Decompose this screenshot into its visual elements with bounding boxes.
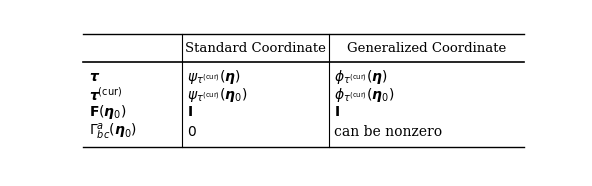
Text: $\phi_{\tau^{(\mathrm{cur})}}(\boldsymbol{\eta})$: $\phi_{\tau^{(\mathrm{cur})}}(\boldsymbo… <box>334 68 388 86</box>
Text: can be nonzero: can be nonzero <box>334 125 442 139</box>
Text: $\mathbf{F}(\boldsymbol{\eta}_0)$: $\mathbf{F}(\boldsymbol{\eta}_0)$ <box>89 103 126 121</box>
Text: $\phi_{\tau^{(\mathrm{cur})}}(\boldsymbol{\eta}_0)$: $\phi_{\tau^{(\mathrm{cur})}}(\boldsymbo… <box>334 86 395 104</box>
Text: $\mathbf{I}$: $\mathbf{I}$ <box>334 105 340 119</box>
Text: $\boldsymbol{\tau}$: $\boldsymbol{\tau}$ <box>89 70 100 84</box>
Text: $\psi_{\tau^{(\mathrm{cur})}}(\boldsymbol{\eta}_0)$: $\psi_{\tau^{(\mathrm{cur})}}(\boldsymbo… <box>187 86 248 104</box>
Text: Generalized Coordinate: Generalized Coordinate <box>346 42 506 55</box>
Text: Standard Coordinate: Standard Coordinate <box>185 42 326 55</box>
Text: $\mathbf{I}$: $\mathbf{I}$ <box>187 105 193 119</box>
Text: $\Gamma^{a}_{bc}(\boldsymbol{\eta}_0)$: $\Gamma^{a}_{bc}(\boldsymbol{\eta}_0)$ <box>89 122 137 142</box>
Text: $0$: $0$ <box>187 125 197 139</box>
Text: $\boldsymbol{\tau}^{(\mathrm{cur})}$: $\boldsymbol{\tau}^{(\mathrm{cur})}$ <box>89 86 122 104</box>
Text: $\psi_{\tau^{(\mathrm{cur})}}(\boldsymbol{\eta})$: $\psi_{\tau^{(\mathrm{cur})}}(\boldsymbo… <box>187 68 241 86</box>
